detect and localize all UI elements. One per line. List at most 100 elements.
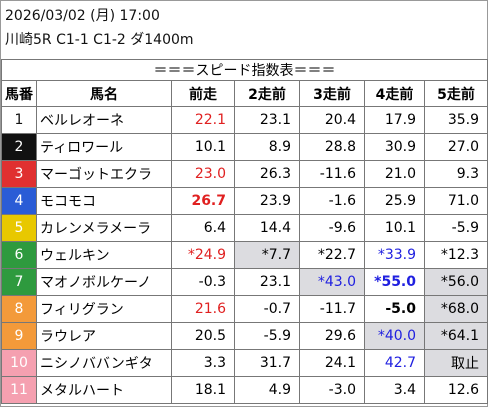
speed-index: 24.1 [299, 349, 365, 377]
horse-number: 11 [1, 376, 37, 404]
horse-name: マーゴットエクラ [36, 160, 172, 188]
speed-index: 28.8 [299, 133, 365, 161]
speed-index: 22.1 [171, 106, 235, 134]
speed-index: 8.9 [234, 133, 300, 161]
speed-index: 20.4 [299, 106, 365, 134]
speed-index: 14.4 [234, 214, 300, 242]
horse-number: 4 [1, 187, 37, 215]
horse-name: ティロワール [36, 133, 172, 161]
speed-index: *24.9 [171, 241, 235, 269]
speed-index: 71.0 [424, 187, 488, 215]
speed-index: *55.0 [364, 268, 425, 296]
column-header: 3走前 [299, 80, 365, 107]
speed-index: 18.1 [171, 376, 235, 404]
speed-index: 42.7 [364, 349, 425, 377]
horse-number: 10 [1, 349, 37, 377]
speed-index: 21.6 [171, 295, 235, 323]
speed-index: -1.6 [299, 187, 365, 215]
horse-number: 1 [1, 106, 37, 134]
horse-name: ウェルキン [36, 241, 172, 269]
column-header: 馬名 [36, 80, 172, 107]
speed-index: *43.0 [299, 268, 365, 296]
speed-index: 23.0 [171, 160, 235, 188]
speed-index: 23.1 [234, 268, 300, 296]
speed-index: -11.7 [299, 295, 365, 323]
speed-index: 25.9 [364, 187, 425, 215]
horse-row: 2 ティロワール 10.1 8.9 28.8 30.9 27.0 [1, 133, 488, 161]
table-title: ＝＝＝スピード指数表＝＝＝ [1, 59, 488, 81]
horse-number: 7 [1, 268, 37, 296]
speed-index: 35.9 [424, 106, 488, 134]
speed-index: *22.7 [299, 241, 365, 269]
horse-name: メタルハート [36, 376, 172, 404]
speed-index: 10.1 [364, 214, 425, 242]
speed-index: -11.6 [299, 160, 365, 188]
horse-row: 4 モコモコ 26.7 23.9 -1.6 25.9 71.0 [1, 187, 488, 215]
speed-index: 29.6 [299, 322, 365, 350]
speed-index: *56.0 [424, 268, 488, 296]
speed-index: 3.3 [171, 349, 235, 377]
horse-number: 8 [1, 295, 37, 323]
speed-index: 3.4 [364, 376, 425, 404]
speed-index: 9.3 [424, 160, 488, 188]
column-header: 前走 [171, 80, 235, 107]
speed-index: 21.0 [364, 160, 425, 188]
speed-index: 30.9 [364, 133, 425, 161]
horse-row: 11 メタルハート 18.1 4.9 -3.0 3.4 12.6 [1, 376, 488, 404]
speed-index: -5.0 [364, 295, 425, 323]
column-header: 馬番 [1, 80, 37, 107]
speed-index: *12.3 [424, 241, 488, 269]
speed-index: *33.9 [364, 241, 425, 269]
speed-index: 4.9 [234, 376, 300, 404]
horse-row: 3 マーゴットエクラ 23.0 26.3 -11.6 21.0 9.3 [1, 160, 488, 188]
speed-index: 26.7 [171, 187, 235, 215]
speed-index: -5.9 [234, 322, 300, 350]
horse-number: 9 [1, 322, 37, 350]
speed-table: ＝＝＝スピード指数表＝＝＝ 馬番 馬名 前走 2走前 3走前 4走前 5走前 1 ベルレオーネ… [1, 59, 488, 404]
speed-index: -5.9 [424, 214, 488, 242]
speed-index: *7.7 [234, 241, 300, 269]
speed-index: *40.0 [364, 322, 425, 350]
speed-index: 取止 [424, 349, 488, 377]
speed-index: -9.6 [299, 214, 365, 242]
horse-name: マオノボルケーノ [36, 268, 172, 296]
column-header: 2走前 [234, 80, 300, 107]
speed-index: 31.7 [234, 349, 300, 377]
speed-index: 20.5 [171, 322, 235, 350]
header-row: 馬番 馬名 前走 2走前 3走前 4走前 5走前 [1, 80, 488, 107]
speed-index: -0.7 [234, 295, 300, 323]
column-header: 5走前 [424, 80, 488, 107]
horse-row: 10 ニシノババンギタ 3.3 31.7 24.1 42.7 取止 [1, 349, 488, 377]
horse-row: 8 フィリグラン 21.6 -0.7 -11.7 -5.0 *68.0 [1, 295, 488, 323]
horse-name: フィリグラン [36, 295, 172, 323]
race-info: 川崎5R C1-1 C1-2 ダ1400m [5, 32, 194, 48]
speed-index: 17.9 [364, 106, 425, 134]
horse-row: 1 ベルレオーネ 22.1 23.1 20.4 17.9 35.9 [1, 106, 488, 134]
speed-index: *64.1 [424, 322, 488, 350]
speed-index: -0.3 [171, 268, 235, 296]
horse-number: 6 [1, 241, 37, 269]
speed-index: 26.3 [234, 160, 300, 188]
horse-row: 5 カレンメラメーラ 6.4 14.4 -9.6 10.1 -5.9 [1, 214, 488, 242]
horse-row: 7 マオノボルケーノ -0.3 23.1 *43.0 *55.0 *56.0 [1, 268, 488, 296]
speed-index: *68.0 [424, 295, 488, 323]
speed-index: 12.6 [424, 376, 488, 404]
horse-name: カレンメラメーラ [36, 214, 172, 242]
horse-name: ベルレオーネ [36, 106, 172, 134]
speed-index: 23.9 [234, 187, 300, 215]
speed-index: 23.1 [234, 106, 300, 134]
horse-name: ラウレア [36, 322, 172, 350]
speed-index: 10.1 [171, 133, 235, 161]
horse-number: 3 [1, 160, 37, 188]
date-time: 2026/03/02 (月) 17:00 [5, 8, 160, 24]
horse-number: 2 [1, 133, 37, 161]
horse-name: ニシノババンギタ [36, 349, 172, 377]
horse-row: 9 ラウレア 20.5 -5.9 29.6 *40.0 *64.1 [1, 322, 488, 350]
speed-index: -3.0 [299, 376, 365, 404]
column-header: 4走前 [364, 80, 425, 107]
horse-name: モコモコ [36, 187, 172, 215]
speed-index: 6.4 [171, 214, 235, 242]
horse-row: 6 ウェルキン *24.9 *7.7 *22.7 *33.9 *12.3 [1, 241, 488, 269]
horse-number: 5 [1, 214, 37, 242]
